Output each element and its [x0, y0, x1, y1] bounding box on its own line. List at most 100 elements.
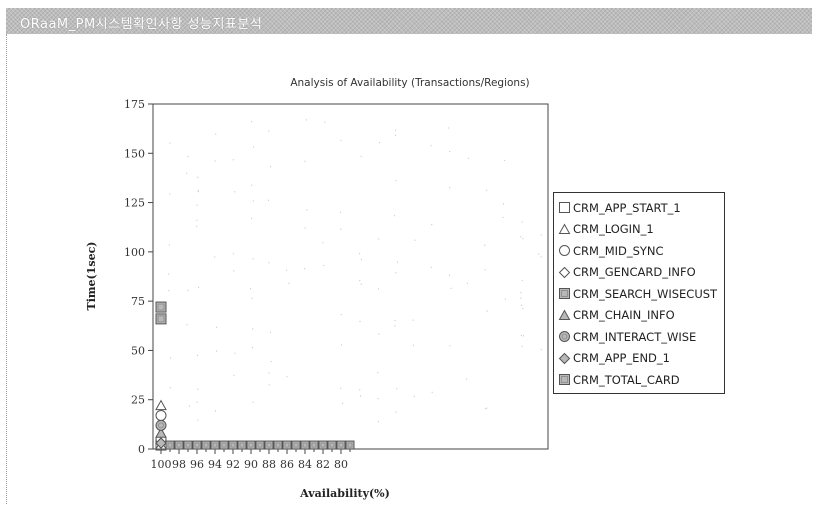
- legend-marker: [558, 352, 571, 364]
- title-bar: ORaaM_PM시스템확인사항 성능지표분석: [6, 8, 812, 34]
- legend-item: CRM_LOGIN_1: [558, 219, 724, 241]
- legend-symbol: [559, 374, 570, 386]
- data-point: [201, 440, 211, 450]
- y-tick-label: 50: [131, 344, 145, 357]
- data-point: [291, 440, 301, 450]
- x-axis-label: Availability(%): [299, 487, 390, 500]
- x-tick-label: 92: [226, 458, 240, 471]
- data-point-inner: [157, 303, 165, 311]
- y-tick-label: 150: [124, 147, 145, 160]
- legend-label: CRM_TOTAL_CARD: [573, 372, 680, 387]
- legend-label: CRM_CHAIN_INFO: [573, 308, 675, 323]
- legend-marker: [559, 245, 570, 257]
- legend-label: CRM_MID_SYNC: [573, 243, 664, 258]
- data-point-inner: [329, 442, 335, 448]
- legend-label: CRM_APP_END_1: [573, 351, 670, 366]
- data-point: [210, 440, 220, 450]
- y-tick-label: 0: [138, 443, 145, 456]
- legend-symbol: [559, 331, 570, 343]
- y-tick-label: 75: [131, 295, 145, 308]
- legend-symbol: [559, 245, 570, 257]
- y-tick-label: 25: [131, 394, 145, 407]
- data-point-inner: [212, 442, 218, 448]
- legend-item: CRM_APP_END_1: [558, 348, 724, 370]
- data-point: [237, 440, 247, 450]
- legend-label: CRM_INTERACT_WISE: [573, 329, 697, 344]
- x-axis: 100 98 96 94 92 90 88 86 84 82 80: [151, 449, 351, 471]
- data-point: [336, 440, 346, 450]
- legend-marker: [558, 309, 571, 320]
- data-point-inner: [284, 442, 290, 448]
- data-point-inner: [275, 442, 281, 448]
- data-point-inner: [203, 442, 209, 448]
- data-point: [219, 440, 229, 450]
- legend-marker: [558, 223, 571, 234]
- data-point-inner: [311, 442, 317, 448]
- x-tick-label: 86: [280, 458, 294, 471]
- x-tick-label: 100: [151, 458, 172, 471]
- data-point-inner: [266, 442, 272, 448]
- data-point-inner: [158, 422, 164, 429]
- data-point-inner: [257, 442, 263, 448]
- data-point: [228, 440, 238, 450]
- y-tick-label: 175: [124, 98, 145, 111]
- data-point-inner: [194, 442, 200, 448]
- legend-symbol: [558, 223, 571, 234]
- legend-marker: [559, 202, 570, 214]
- x-tick-label: 98: [172, 458, 186, 471]
- page-title: ORaaM_PM시스템확인사항 성능지표분석: [20, 17, 263, 32]
- data-point: [300, 440, 310, 450]
- plot-area: [152, 103, 549, 450]
- data-point: [155, 419, 167, 431]
- legend-marker-inner: [561, 376, 568, 384]
- data-point-inner: [221, 442, 227, 448]
- data-point-inner: [293, 442, 299, 448]
- data-point: [345, 440, 355, 450]
- data-point-inner: [302, 442, 308, 448]
- data-point: [327, 440, 337, 450]
- y-axis-label: Time(1sec): [85, 242, 98, 311]
- legend-symbol: [558, 309, 571, 320]
- legend-marker-inner: [561, 290, 568, 298]
- data-point-inner: [157, 315, 165, 323]
- legend-marker-inner: [561, 333, 568, 340]
- legend-symbol: [558, 266, 571, 278]
- data-points: [155, 301, 355, 451]
- data-point: [264, 440, 274, 450]
- legend-marker: [559, 331, 570, 343]
- x-tick-label: 90: [244, 458, 258, 471]
- data-point: [273, 440, 283, 450]
- data-point-inner: [248, 442, 254, 448]
- legend-item: CRM_GENCARD_INFO: [558, 262, 724, 284]
- legend-item: CRM_APP_START_1: [558, 197, 724, 219]
- y-tick-label: 100: [124, 246, 145, 259]
- legend-marker: [558, 266, 571, 278]
- data-point: [255, 440, 265, 450]
- data-point: [155, 437, 167, 449]
- legend-item: CRM_INTERACT_WISE: [558, 326, 724, 348]
- data-point: [174, 440, 184, 450]
- plot-speckle: [168, 119, 542, 423]
- legend-symbol: [559, 288, 570, 300]
- legend-marker: [559, 374, 570, 386]
- legend-label: CRM_LOGIN_1: [573, 222, 654, 237]
- chart-title: Analysis of Availability (Transactions/R…: [290, 77, 529, 89]
- legend-symbol: [559, 202, 570, 214]
- data-point-inner: [320, 442, 326, 448]
- data-point-inner: [239, 442, 245, 448]
- data-point: [155, 409, 167, 421]
- data-point-inner: [347, 442, 353, 448]
- legend-label: CRM_GENCARD_INFO: [573, 265, 696, 280]
- data-point: [309, 440, 319, 450]
- x-tick-label: 88: [262, 458, 276, 471]
- y-tick-label: 125: [124, 197, 145, 210]
- x-tick-label: 84: [298, 458, 312, 471]
- data-point-inner: [230, 442, 236, 448]
- data-point: [155, 427, 167, 438]
- legend-item: CRM_MID_SYNC: [558, 240, 724, 262]
- data-point: [246, 440, 256, 450]
- legend-item: CRM_SEARCH_WISECUST: [558, 283, 724, 305]
- data-point-inner: [167, 442, 173, 448]
- legend-label: CRM_SEARCH_WISECUST: [573, 286, 718, 301]
